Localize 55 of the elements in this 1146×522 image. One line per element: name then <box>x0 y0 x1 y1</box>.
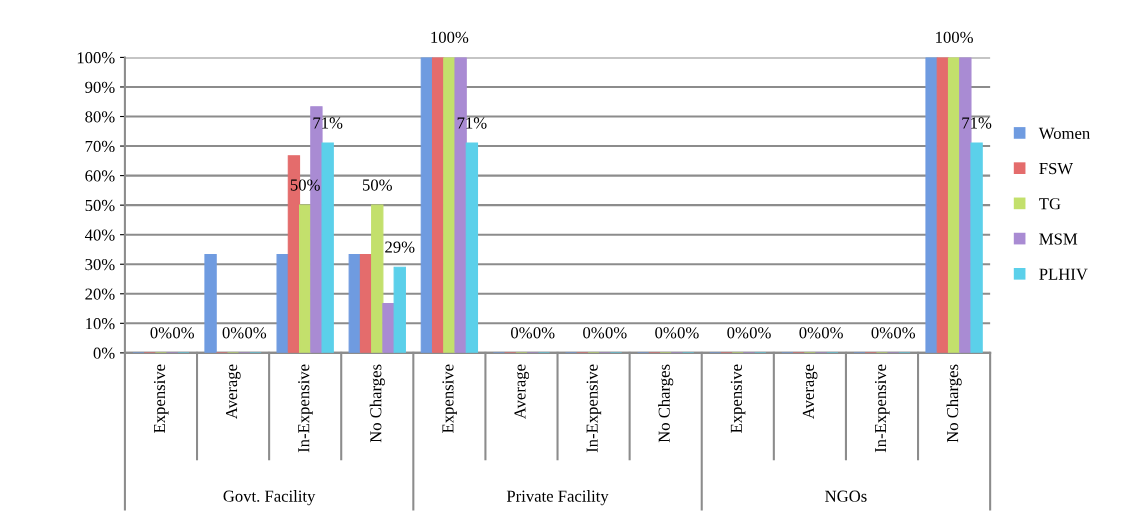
legend-label: PLHIV <box>1039 268 1088 280</box>
data-label: 100% <box>936 31 973 43</box>
x-tick-label: In-Expensive <box>298 364 313 453</box>
data-label: 0% <box>150 327 172 339</box>
data-label: 0% <box>821 327 843 339</box>
x-tick-label: No Charges <box>658 364 674 443</box>
y-tick-label: 60% <box>85 170 115 182</box>
x-tick-label: In-Expensive <box>586 364 602 453</box>
text: NGOs <box>825 490 867 502</box>
data-label: 0% <box>172 327 194 339</box>
data-label: 0% <box>533 327 555 339</box>
x-tick-label: Expensive <box>153 364 169 433</box>
data-label: 0% <box>222 327 244 339</box>
data-label: 71% <box>457 117 487 129</box>
y-tick-label: 0% <box>93 347 115 359</box>
y-tick-label: 100% <box>77 52 115 64</box>
data-label: 100% <box>431 31 469 43</box>
data-label: 0% <box>799 327 821 339</box>
x-tick-label: No Charges <box>946 364 962 443</box>
data-label: 0% <box>871 327 893 339</box>
x-tick-label: Expensive <box>730 364 746 433</box>
legend-label: FSW <box>1039 162 1074 175</box>
legend-label: Women <box>1038 127 1090 140</box>
y-tick-label: 40% <box>84 229 115 241</box>
y-tick-label: 30% <box>85 258 115 271</box>
y-tick-label: 90% <box>85 81 115 93</box>
data-label: 0% <box>749 327 771 339</box>
data-label: 0% <box>894 327 916 339</box>
data-label: 29% <box>385 241 415 253</box>
x-tick-label: Expensive <box>442 364 457 433</box>
x-tick-label: Average <box>226 364 241 420</box>
data-label: 71% <box>962 117 992 129</box>
y-tick-label: 20% <box>85 288 115 300</box>
data-label: 0% <box>511 327 533 339</box>
data-label: 0% <box>245 327 267 339</box>
text: Private Facility <box>506 490 609 506</box>
x-tick-label: Average <box>514 364 530 420</box>
x-tick-label: No Charges <box>369 364 385 443</box>
y-tick-label: 10% <box>86 318 115 330</box>
y-tick-label: 50% <box>85 199 115 212</box>
x-tick-label: In-Expensive <box>874 364 890 453</box>
y-tick-label: 70% <box>85 140 115 153</box>
data-label: 0% <box>727 327 749 339</box>
data-label: 0% <box>583 327 605 339</box>
data-label: 71% <box>313 117 343 129</box>
y-tick-label: 80% <box>85 111 115 123</box>
data-label: 0% <box>605 327 627 339</box>
data-label: 0% <box>677 327 699 339</box>
data-label: 50% <box>362 179 392 191</box>
text: Govt. Facility <box>223 490 316 506</box>
data-label: 0% <box>655 327 677 339</box>
legend-label: MSM <box>1039 233 1078 245</box>
data-label: 50% <box>290 179 320 191</box>
x-tick-label: Average <box>802 364 818 420</box>
legend-label: TG <box>1039 198 1061 210</box>
